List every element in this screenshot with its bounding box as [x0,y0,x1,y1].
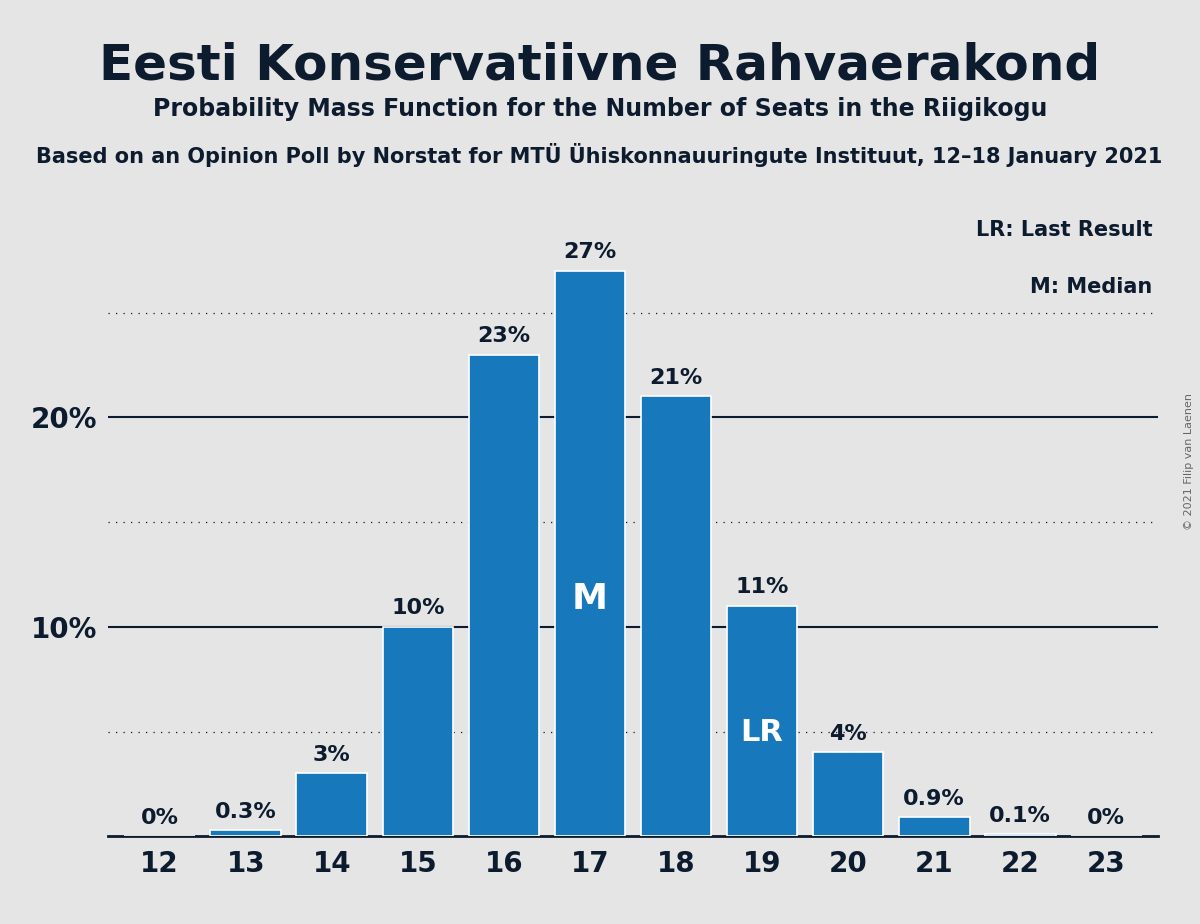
Bar [812,752,883,836]
Text: 0.1%: 0.1% [989,806,1051,826]
Text: 0.9%: 0.9% [904,789,965,809]
Bar [554,271,625,836]
Bar [383,626,454,836]
Text: © 2021 Filip van Laenen: © 2021 Filip van Laenen [1184,394,1194,530]
Text: 23%: 23% [478,326,530,346]
Text: 4%: 4% [829,724,868,744]
Text: M: Median: M: Median [1031,277,1153,297]
Text: 0%: 0% [1087,808,1126,828]
Text: Based on an Opinion Poll by Norstat for MTÜ Ühiskonnauuringute Instituut, 12–18 : Based on an Opinion Poll by Norstat for … [36,143,1163,167]
Text: Probability Mass Function for the Number of Seats in the Riigikogu: Probability Mass Function for the Number… [152,97,1048,121]
Text: 0.3%: 0.3% [215,801,276,821]
Text: 11%: 11% [736,578,788,598]
Text: M: M [572,582,608,615]
Text: Eesti Konservatiivne Rahvaerakond: Eesti Konservatiivne Rahvaerakond [100,42,1100,90]
Bar [469,355,539,836]
Bar [985,834,1056,836]
Text: LR: LR [740,718,784,747]
Text: 10%: 10% [391,599,444,618]
Text: 27%: 27% [563,242,617,262]
Bar [296,773,367,836]
Text: LR: Last Result: LR: Last Result [976,221,1153,240]
Text: 21%: 21% [649,368,703,388]
Text: 0%: 0% [140,808,179,828]
Bar [899,818,970,836]
Bar [641,396,712,836]
Text: 3%: 3% [313,745,350,765]
Bar [210,830,281,836]
Bar [727,606,797,836]
